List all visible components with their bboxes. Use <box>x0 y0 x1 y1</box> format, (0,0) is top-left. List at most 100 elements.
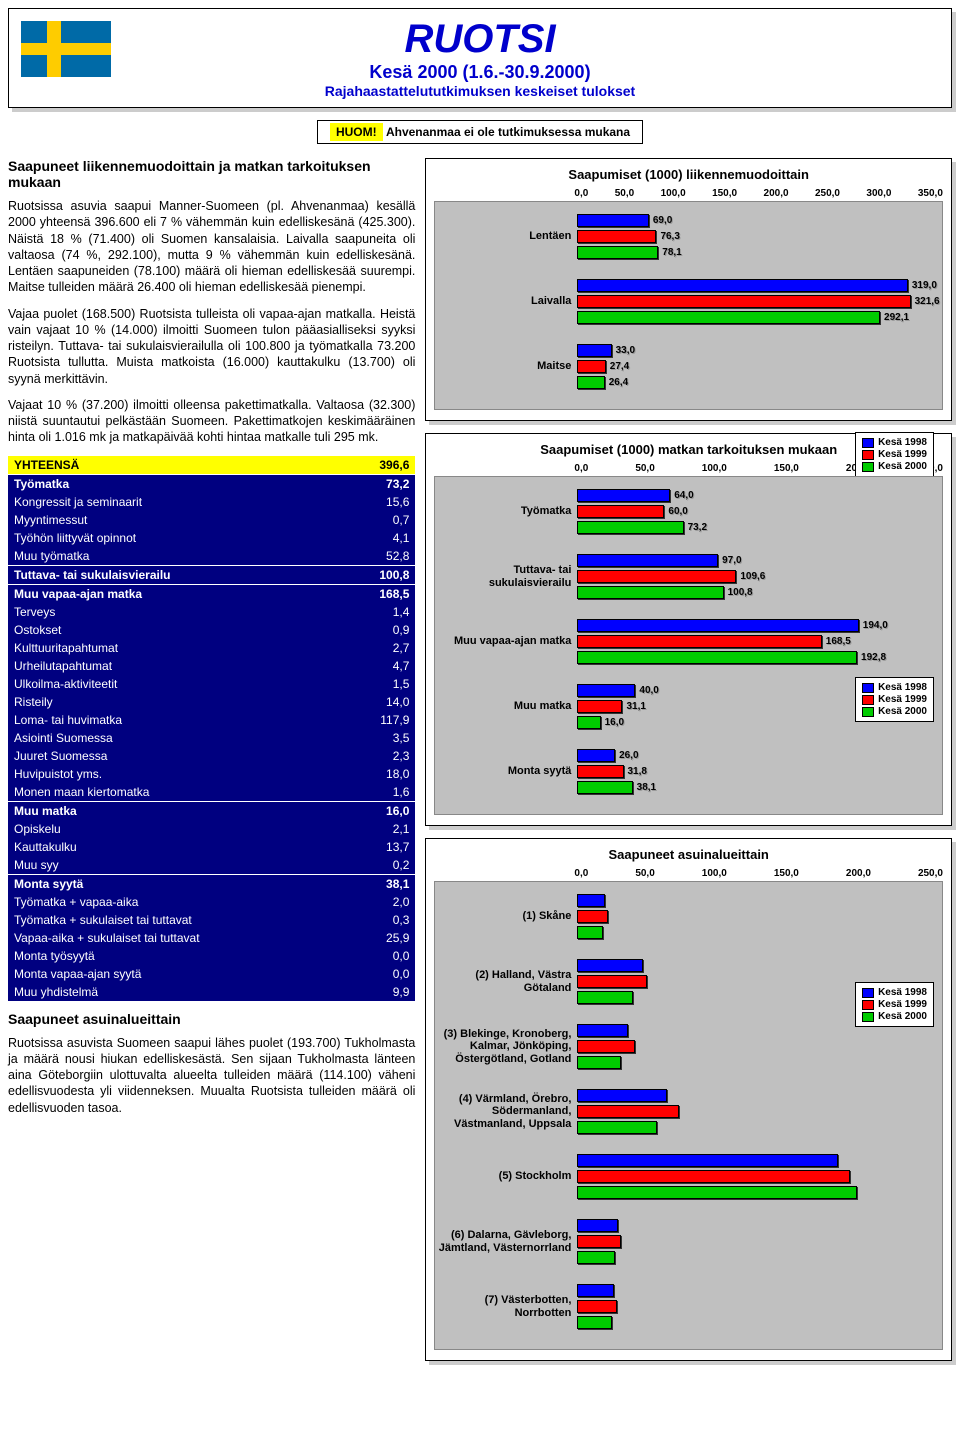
right-column: Saapumiset (1000) liikennemuodoittain0,0… <box>425 158 952 1373</box>
table-cell-val: 52,8 <box>344 547 415 566</box>
para1: Ruotsissa asuvia saapui Manner-Suomeen (… <box>8 198 415 296</box>
bar-value: 168,5 <box>822 636 851 647</box>
bar-value: 78,1 <box>658 247 681 258</box>
table-cell-val: 2,1 <box>344 820 415 838</box>
bar-row: 76,3 <box>577 229 940 244</box>
bar-row: 78,1 <box>577 245 940 260</box>
para3: Vajaat 10 % (37.200) ilmoitti olleensa p… <box>8 397 415 446</box>
bar-row: 194,0 <box>577 618 940 633</box>
bar-row: 26,4 <box>577 375 940 390</box>
swatch-icon <box>862 1000 874 1010</box>
bar <box>577 1186 857 1199</box>
category-label: (1) Skåne <box>437 910 577 922</box>
main-title: RUOTSI <box>17 17 943 62</box>
axis-tick: 200,0 <box>764 188 789 199</box>
table-cell-label: Juuret Suomessa <box>8 747 344 765</box>
swatch-icon <box>862 707 874 717</box>
left-column: Saapuneet liikennemuodoittain ja matkan … <box>8 158 415 1373</box>
bar-row <box>577 1169 940 1184</box>
bar <box>577 926 603 939</box>
bar-row: 97,0 <box>577 553 940 568</box>
bar-row: 60,0 <box>577 504 940 519</box>
subtitle: Kesä 2000 (1.6.-30.9.2000) <box>17 62 943 83</box>
bar-row: 321,6 <box>577 294 940 309</box>
table-cell-val: 0,0 <box>344 965 415 983</box>
bar-row: 100,8 <box>577 585 940 600</box>
bars: 26,031,838,1 <box>577 743 940 800</box>
table-cell-val: 100,8 <box>344 565 415 584</box>
sub-subtitle: Rajahaastattelututkimuksen keskeiset tul… <box>17 83 943 99</box>
page: RUOTSI Kesä 2000 (1.6.-30.9.2000) Rajaha… <box>0 0 960 1381</box>
table-cell-label: Monta vapaa-ajan syytä <box>8 965 344 983</box>
notice-text: Ahvenanmaa ei ole tutkimuksessa mukana <box>386 125 630 139</box>
bar <box>577 635 821 648</box>
bar-group: Monta syytä26,031,838,1 <box>437 743 940 800</box>
bar-value: 321,6 <box>911 296 940 307</box>
bar-row: 292,1 <box>577 310 940 325</box>
category-label: Muu matka <box>437 700 577 712</box>
table-cell-val: 1,6 <box>344 783 415 802</box>
bar-row <box>577 1120 940 1135</box>
bar-value: 319,0 <box>908 280 937 291</box>
notice-box: HUOM! Ahvenanmaa ei ole tutkimuksessa mu… <box>317 120 643 144</box>
bar-value: 31,1 <box>622 701 645 712</box>
table-cell-label: Muu syy <box>8 856 344 875</box>
bar-row: 69,0 <box>577 213 940 228</box>
table-cell-val: 4,1 <box>344 529 415 547</box>
bar <box>577 295 910 308</box>
axis-tick: 200,0 <box>846 868 871 879</box>
table-cell-label: Muu yhdistelmä <box>8 983 344 1001</box>
table-head-label: YHTEENSÄ <box>8 456 344 475</box>
swatch-icon <box>862 438 874 448</box>
table-cell-val: 3,5 <box>344 729 415 747</box>
bar <box>577 781 632 794</box>
bars: 33,027,426,4 <box>577 338 940 395</box>
bar <box>577 214 648 227</box>
bar <box>577 311 880 324</box>
category-label: Muu vapaa-ajan matka <box>437 635 577 647</box>
table-cell-label: Monta syytä <box>8 874 344 893</box>
table-cell-label: Muu matka <box>8 801 344 820</box>
table-cell-label: Huvipuistot yms. <box>8 765 344 783</box>
axis-tick: 0,0 <box>574 463 588 474</box>
table-cell-val: 2,0 <box>344 893 415 911</box>
bar-row <box>577 1218 940 1233</box>
category-label: Laivalla <box>437 295 577 307</box>
section1-title: Saapuneet liikennemuodoittain ja matkan … <box>8 158 415 190</box>
bars: 194,0 168,5 192,8 <box>577 613 940 670</box>
table-cell-label: Loma- tai huvimatka <box>8 711 344 729</box>
notice-label: HUOM! <box>330 123 383 141</box>
para2: Vajaa puolet (168.500) Ruotsista tulleis… <box>8 306 415 387</box>
bar-row <box>577 1250 940 1265</box>
legend-label: Kesä 1998 <box>878 437 927 448</box>
bar-value: 60,0 <box>664 506 687 517</box>
axis-tick: 250,0 <box>918 868 943 879</box>
bar-row: 319,0 <box>577 278 940 293</box>
bar-row: 192,8 <box>577 650 940 665</box>
axis-tick: 150,0 <box>712 188 737 199</box>
bar <box>577 991 632 1004</box>
bar-row: 168,5 <box>577 634 940 649</box>
bar <box>577 554 718 567</box>
bars: 64,060,073,2 <box>577 483 940 540</box>
bars <box>577 1278 940 1335</box>
bar-value: 31,8 <box>624 766 647 777</box>
bar-value: 100,8 <box>724 587 753 598</box>
bar-row <box>577 1153 940 1168</box>
sweden-flag-icon <box>21 21 111 77</box>
bar-value: 26,4 <box>605 377 628 388</box>
category-label: (2) Halland, Västra Götaland <box>437 969 577 993</box>
bars: 97,0109,6100,8 <box>577 548 940 605</box>
bar <box>577 959 642 972</box>
category-label: Työmatka <box>437 505 577 517</box>
category-label: (3) Blekinge, Kronoberg, Kalmar, Jönköpi… <box>437 1028 577 1064</box>
bar <box>577 700 622 713</box>
table-cell-label: Monta työsyytä <box>8 947 344 965</box>
bar-group: Laivalla 319,0 321,6 292,1 <box>437 273 940 330</box>
plot-area: (1) Skåne (2) Halland, Västra Götaland (3)… <box>434 881 943 1350</box>
bar-group: (5) Stockholm <box>437 1148 940 1205</box>
bar-row: 27,4 <box>577 359 940 374</box>
swatch-icon <box>862 988 874 998</box>
legend-label: Kesä 2000 <box>878 706 927 717</box>
summary-table: YHTEENSÄ396,6Työmatka73,2Kongressit ja s… <box>8 456 415 1001</box>
